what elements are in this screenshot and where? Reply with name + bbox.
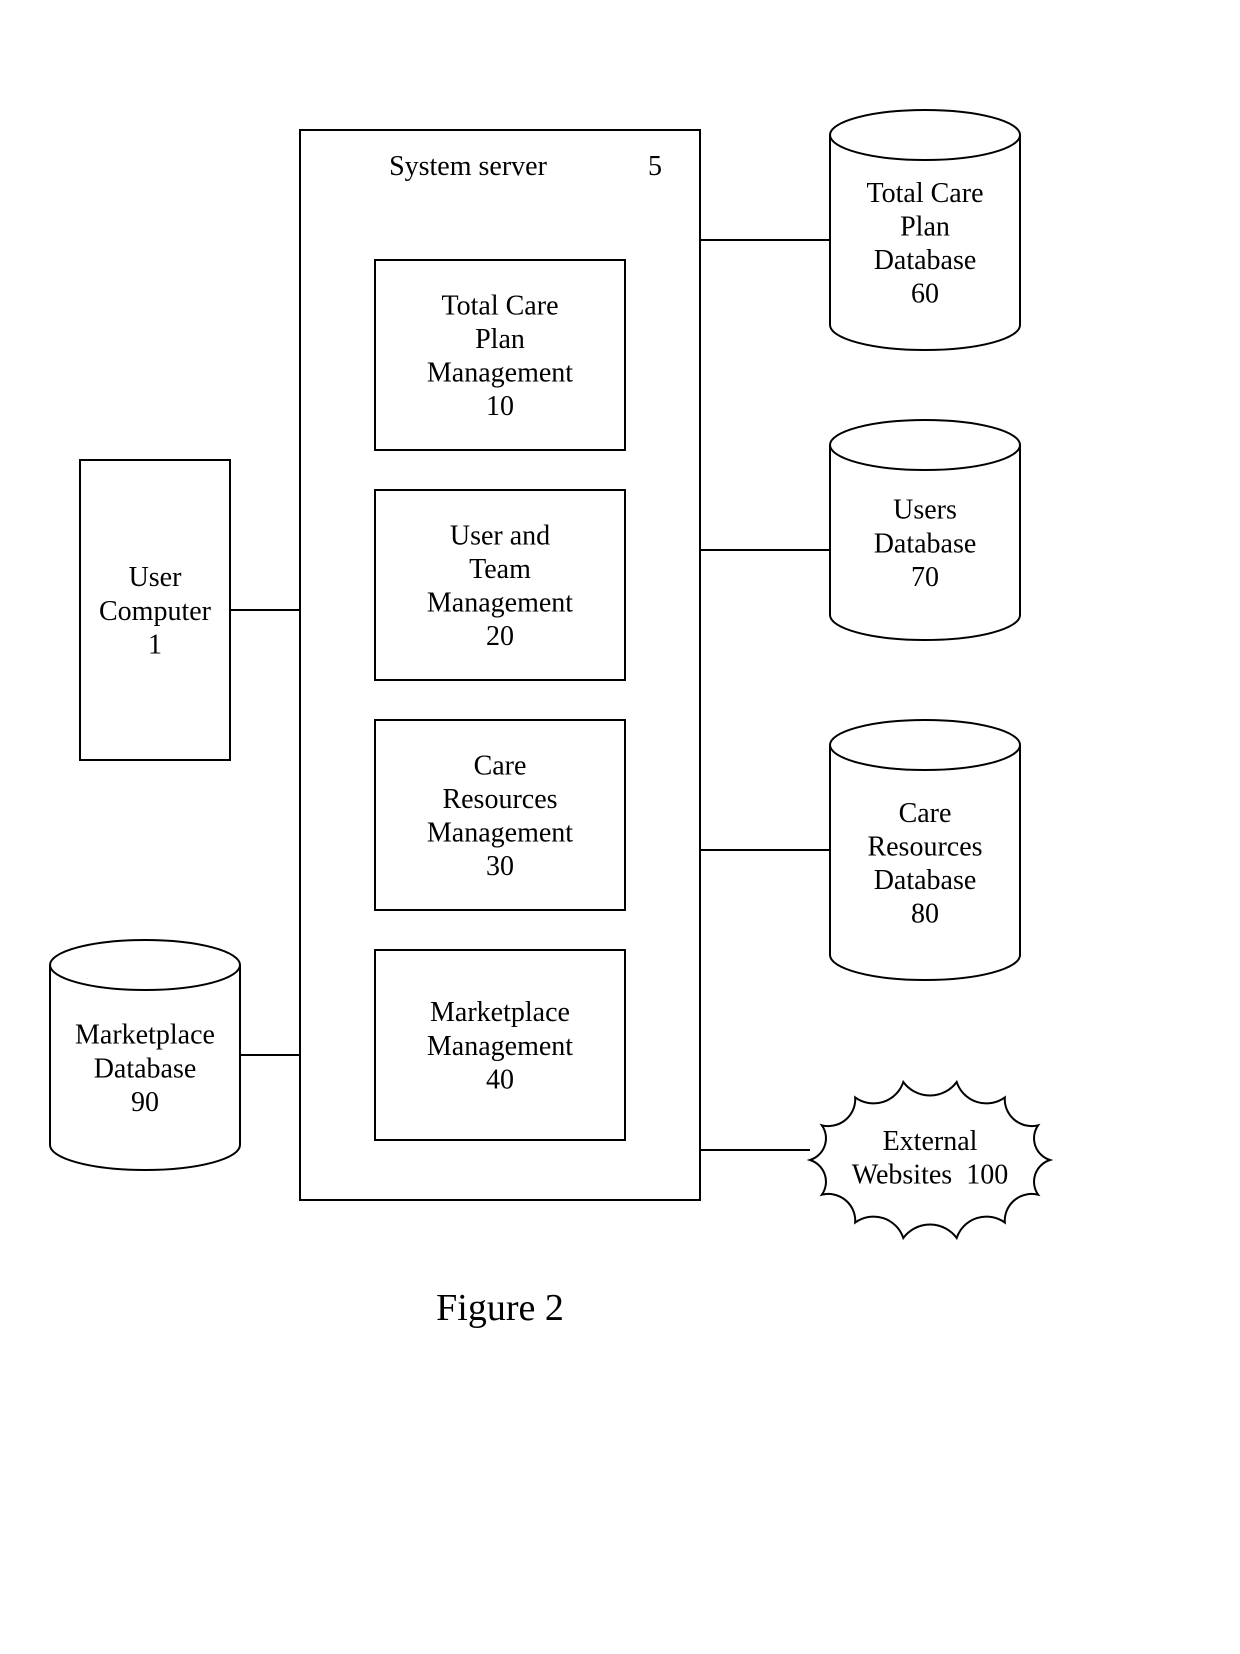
cylinder-top-60 xyxy=(830,110,1020,160)
diagram-canvas: System server5Total CarePlanManagement10… xyxy=(0,0,1240,1654)
cylinder-top-80 xyxy=(830,720,1020,770)
cylinder-top-90 xyxy=(50,940,240,990)
figure-caption: Figure 2 xyxy=(436,1287,564,1329)
cylinder-body-80 xyxy=(830,745,1020,980)
system-server-ref: 5 xyxy=(648,151,662,182)
system-server-title: System server xyxy=(389,151,548,182)
cylinder-body-60 xyxy=(830,135,1020,350)
cylinder-top-70 xyxy=(830,420,1020,470)
